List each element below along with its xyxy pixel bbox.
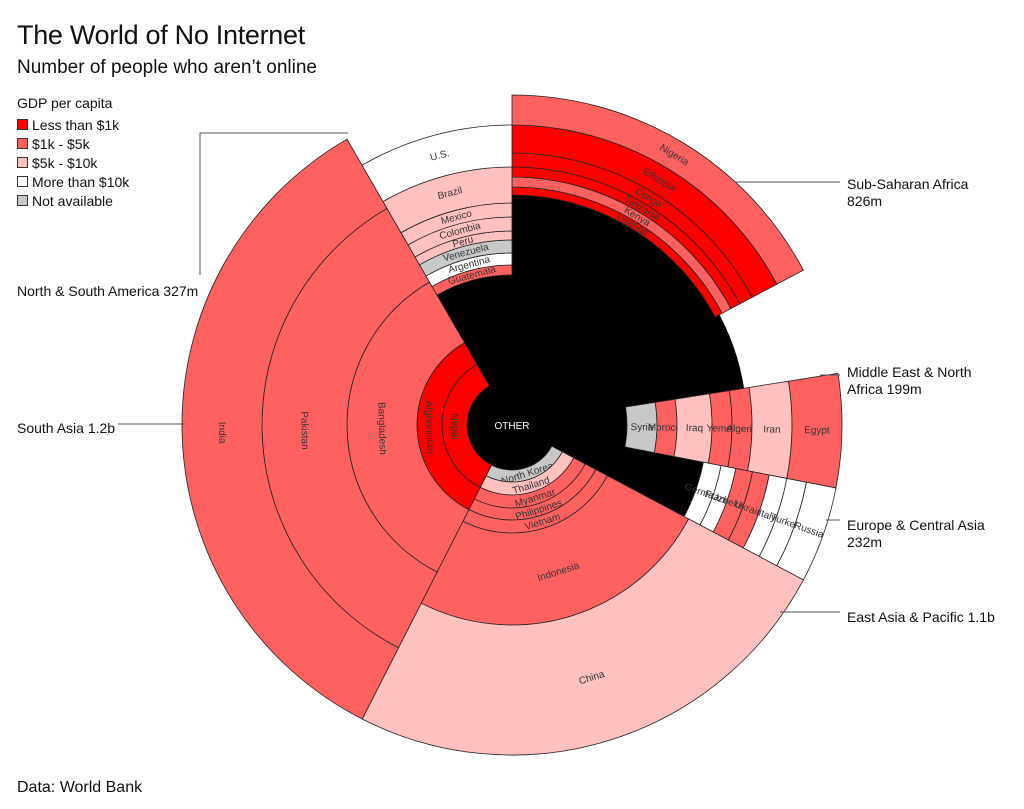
region-name: Middle East & North	[847, 364, 972, 380]
legend-item-lt1k: Less than $1k	[17, 115, 129, 134]
segment-label: Bangladesh	[375, 402, 387, 455]
segment-label: U.S.	[429, 148, 451, 164]
region-total: 826m	[847, 193, 883, 209]
legend-swatch	[17, 119, 28, 130]
segment-nigeria	[511, 94, 804, 285]
segment-label: Afghanistan	[423, 401, 435, 454]
chart-segments: UgandaKenyaTanzaniaCongoEthiopiaNigeriaS…	[181, 94, 843, 756]
legend: GDP per capita Less than $1k $1k - $5k $…	[17, 95, 129, 210]
region-name: South Asia 1.2b	[17, 420, 116, 436]
region-label-eap: East Asia & Pacific 1.1b	[847, 609, 995, 626]
region-name: Sub-Saharan Africa	[847, 176, 969, 192]
center-label: OTHER	[495, 421, 530, 432]
legend-swatch	[17, 176, 28, 187]
legend-swatch	[17, 157, 28, 168]
region-label-eca: Europe & Central Asia 232m	[847, 517, 985, 551]
segment-u-s-	[361, 124, 513, 203]
legend-swatch	[17, 195, 28, 206]
region-name: Europe & Central Asia	[847, 517, 985, 533]
legend-item-5k10k: $5k - $10k	[17, 153, 129, 172]
legend-label: More than $10k	[32, 173, 130, 190]
legend-label: Not available	[32, 192, 113, 209]
segment-label: Pakistan	[298, 411, 310, 450]
legend-item-gt10k: More than $10k	[17, 172, 129, 191]
source-note: Data: World Bank	[17, 779, 143, 796]
region-name: East Asia & Pacific 1.1b	[847, 609, 995, 625]
segment-label: Algeria	[726, 424, 758, 436]
segment-india	[181, 138, 400, 720]
segment-label: Egypt	[804, 425, 830, 436]
legend-item-1k5k: $1k - $5k	[17, 134, 129, 153]
region-name: North & South America 327m	[17, 283, 199, 299]
legend-swatch	[17, 138, 28, 149]
leader-lines	[118, 132, 840, 613]
chart-subtitle: Number of people who aren’t online	[17, 57, 317, 78]
legend-label: $5k - $10k	[32, 154, 98, 171]
segment-label: Nepal	[448, 413, 460, 439]
segment-label: Yemen	[706, 423, 737, 435]
legend-title: GDP per capita	[17, 95, 113, 111]
region-label-mena: Middle East & North Africa 199m	[847, 364, 972, 398]
segment-label: India	[216, 422, 228, 444]
legend-item-na: Not available	[17, 191, 129, 210]
chart-title: The World of No Internet	[17, 20, 305, 50]
segment-label: Syria	[630, 422, 653, 433]
region-total: 232m	[847, 534, 883, 550]
region-label-sa: South Asia 1.2b	[17, 420, 115, 437]
region-label-nsa: North & South America 327m	[17, 283, 198, 300]
legend-label: $1k - $5k	[32, 135, 90, 152]
legend-label: Less than $1k	[32, 116, 120, 133]
segment-label: Iraq	[686, 423, 703, 434]
region-total: Africa 199m	[847, 381, 922, 397]
segment-label: Iran	[763, 424, 780, 435]
segment-china	[361, 518, 804, 756]
region-label-ssa: Sub-Saharan Africa 826m	[847, 176, 968, 210]
segment-label: Morocco	[648, 422, 687, 434]
